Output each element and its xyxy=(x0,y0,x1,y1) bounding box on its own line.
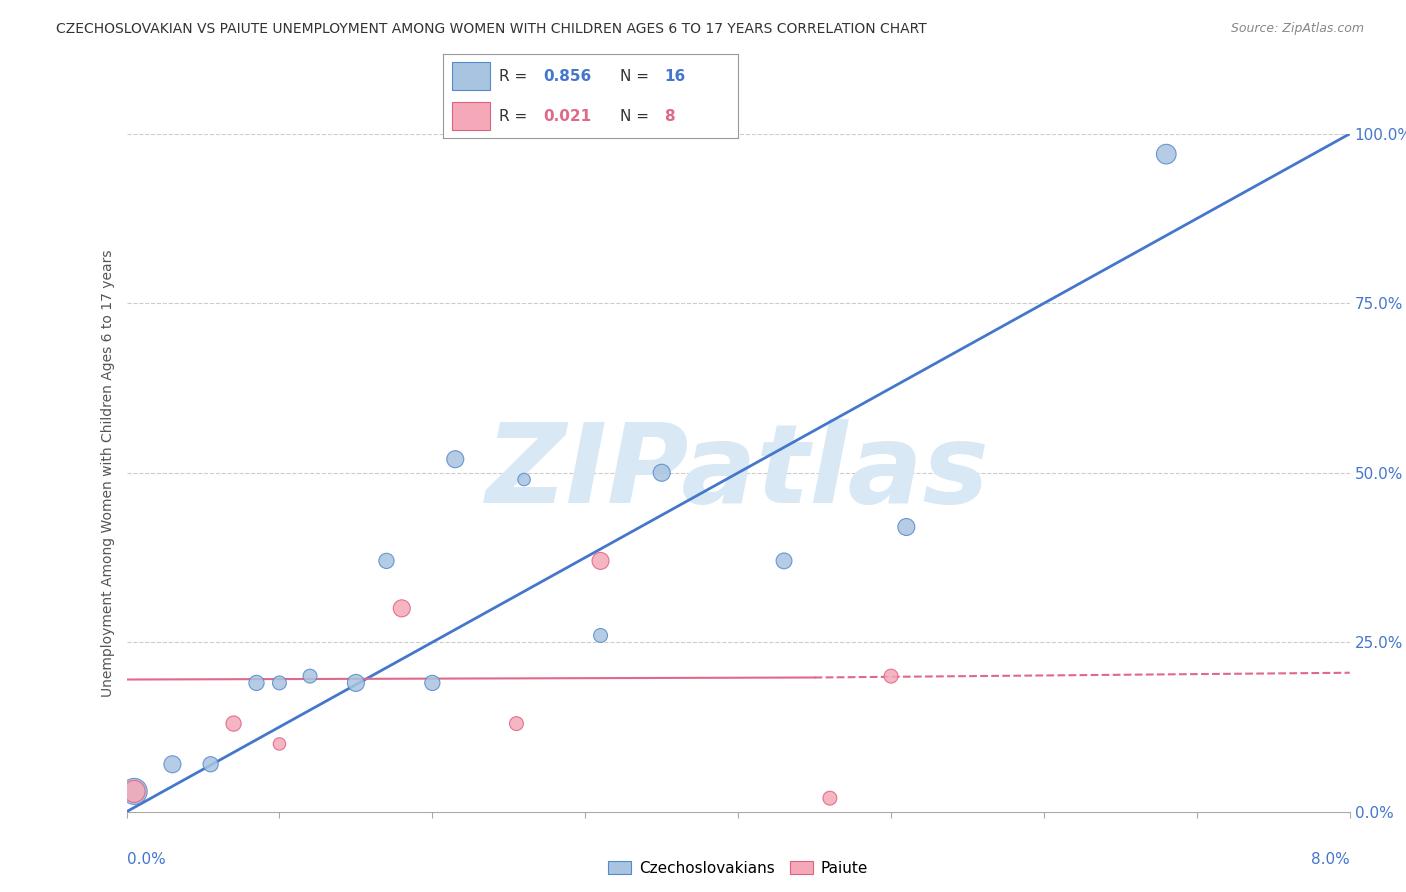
Text: CZECHOSLOVAKIAN VS PAIUTE UNEMPLOYMENT AMONG WOMEN WITH CHILDREN AGES 6 TO 17 YE: CZECHOSLOVAKIAN VS PAIUTE UNEMPLOYMENT A… xyxy=(56,22,927,37)
Bar xyxy=(451,102,491,130)
Point xyxy=(1156,147,1178,161)
Text: Source: ZipAtlas.com: Source: ZipAtlas.com xyxy=(1230,22,1364,36)
Point xyxy=(589,554,612,568)
Point xyxy=(269,737,291,751)
Text: R =: R = xyxy=(499,109,527,124)
Point xyxy=(422,676,444,690)
Text: 0.856: 0.856 xyxy=(543,69,592,84)
Point xyxy=(344,676,367,690)
Bar xyxy=(451,62,491,90)
Text: 0.0%: 0.0% xyxy=(127,853,166,867)
Legend: Czechoslovakians, Paiute: Czechoslovakians, Paiute xyxy=(602,855,875,882)
Point xyxy=(589,628,612,642)
Point xyxy=(391,601,413,615)
Point xyxy=(122,784,145,798)
Text: 8: 8 xyxy=(665,109,675,124)
Text: ZIPatlas: ZIPatlas xyxy=(486,419,990,526)
Point xyxy=(269,676,291,690)
Point xyxy=(896,520,918,534)
Point xyxy=(222,716,245,731)
Y-axis label: Unemployment Among Women with Children Ages 6 to 17 years: Unemployment Among Women with Children A… xyxy=(101,249,115,697)
Text: N =: N = xyxy=(620,69,650,84)
Point xyxy=(513,473,536,487)
Point xyxy=(122,784,145,798)
Point xyxy=(245,676,267,690)
Point xyxy=(505,716,527,731)
Point xyxy=(880,669,903,683)
Point xyxy=(162,757,184,772)
Point xyxy=(773,554,796,568)
Text: N =: N = xyxy=(620,109,650,124)
Point xyxy=(200,757,222,772)
Point xyxy=(651,466,673,480)
Point xyxy=(375,554,398,568)
Text: 8.0%: 8.0% xyxy=(1310,853,1350,867)
Point xyxy=(818,791,841,805)
Text: 0.021: 0.021 xyxy=(543,109,592,124)
Text: R =: R = xyxy=(499,69,527,84)
Text: 16: 16 xyxy=(665,69,686,84)
Point xyxy=(444,452,467,467)
Point xyxy=(299,669,322,683)
